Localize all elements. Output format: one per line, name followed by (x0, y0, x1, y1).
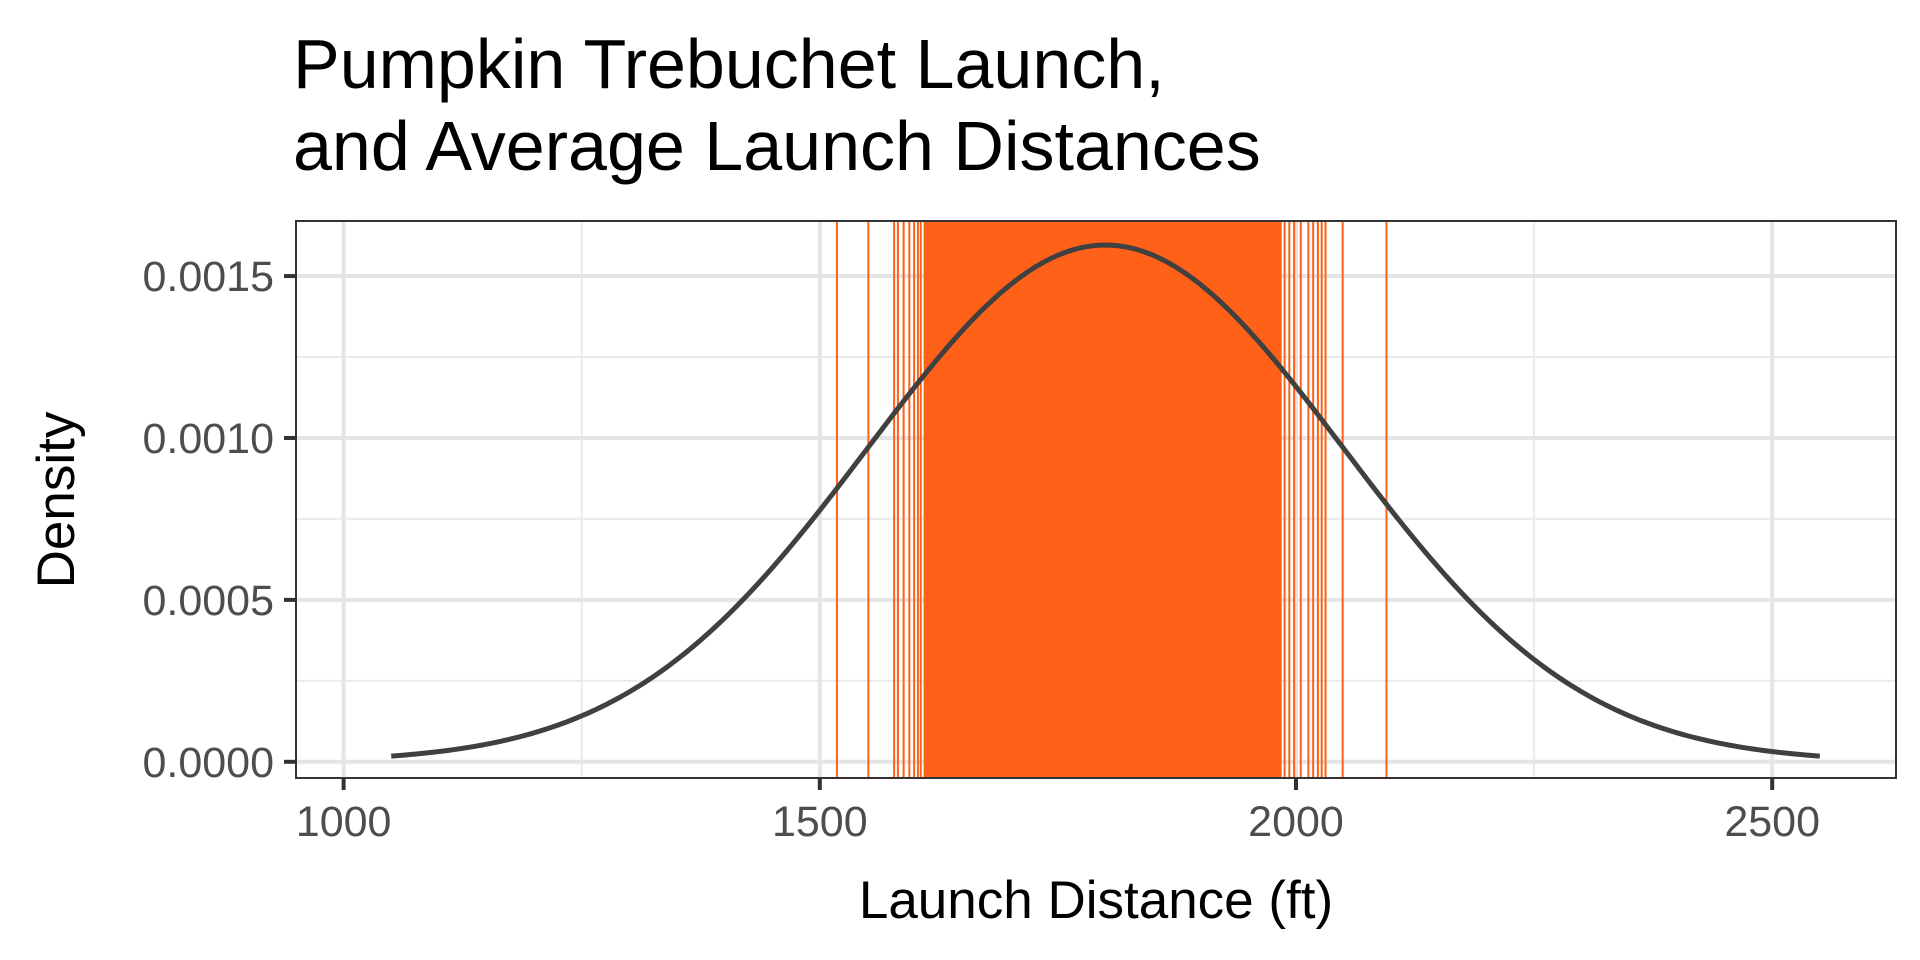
y-axis-title: Density (27, 411, 86, 588)
x-tick-label: 2000 (1248, 798, 1344, 846)
chart-title-line-2: and Average Launch Distances (293, 107, 1261, 185)
y-tick-label: 0.0010 (142, 415, 274, 463)
x-axis: 1000 1500 2000 2500 (296, 778, 1820, 846)
launch-average-band (924, 221, 1282, 778)
y-tick-label: 0.0005 (142, 577, 274, 625)
x-tick-label: 1500 (772, 798, 868, 846)
density-curve (391, 242, 1820, 759)
x-tick-label: 1000 (296, 798, 392, 846)
plot-border (295, 220, 1897, 779)
chart-title-line-1: Pumpkin Trebuchet Launch, (293, 25, 1165, 103)
x-axis-title: Launch Distance (ft) (859, 871, 1333, 930)
y-tick-label: 0.0000 (142, 739, 274, 787)
x-tick-label: 2500 (1724, 798, 1820, 846)
y-tick-label: 0.0015 (142, 253, 274, 301)
y-axis: 0.0000 0.0005 0.0010 0.0015 (142, 253, 296, 787)
launch-average-lines (835, 221, 1388, 778)
